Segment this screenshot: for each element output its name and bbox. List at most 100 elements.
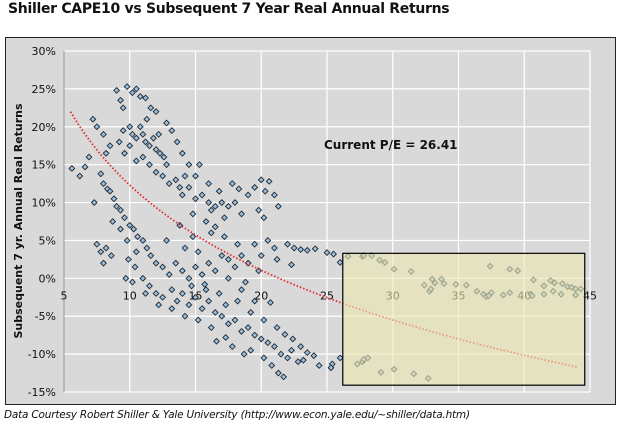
data-point (198, 271, 206, 278)
data-point (189, 210, 197, 218)
data-point (93, 123, 101, 131)
data-point (181, 172, 189, 180)
data-point (126, 142, 134, 150)
data-point (270, 244, 278, 252)
data-point (121, 214, 128, 222)
data-point (139, 274, 147, 282)
data-point (277, 350, 285, 358)
data-point (119, 104, 127, 112)
data-point (152, 290, 160, 297)
data-point (165, 180, 173, 188)
y-tick-label: 30% (32, 45, 56, 58)
data-point (102, 244, 110, 252)
data-point (181, 312, 189, 320)
data-point (142, 290, 149, 297)
data-point (152, 168, 160, 176)
data-point (139, 237, 147, 244)
data-point (207, 324, 215, 332)
data-point (231, 316, 239, 324)
data-point (76, 172, 84, 180)
data-point (123, 83, 131, 91)
data-point (228, 343, 236, 350)
data-point (106, 187, 114, 195)
data-point (132, 134, 140, 142)
data-point (231, 199, 239, 206)
data-point (284, 354, 291, 362)
data-point (336, 354, 344, 362)
data-point (218, 312, 226, 320)
data-point (264, 237, 272, 244)
data-point (211, 223, 219, 231)
data-point (251, 240, 259, 248)
y-tick-label: 10% (32, 197, 56, 210)
data-point (152, 146, 160, 153)
data-point (155, 130, 163, 138)
data-point (139, 130, 147, 138)
data-point (251, 297, 259, 305)
data-point (81, 163, 89, 171)
data-point (147, 252, 155, 260)
data-point (205, 199, 213, 206)
data-point (273, 255, 281, 263)
y-tick-label: -5% (35, 310, 56, 323)
data-point (132, 85, 140, 93)
data-point (192, 172, 199, 180)
data-point (100, 180, 107, 188)
data-point (163, 119, 171, 127)
data-point (107, 252, 115, 260)
data-point (251, 183, 259, 191)
data-point (159, 172, 167, 180)
data-point (251, 331, 259, 339)
data-point (280, 373, 288, 381)
data-point (131, 263, 139, 271)
data-point (224, 274, 232, 282)
data-point (205, 180, 213, 188)
data-point (260, 316, 268, 324)
data-point (139, 153, 147, 161)
data-point (207, 229, 215, 237)
data-point (163, 237, 171, 244)
data-point (224, 255, 232, 263)
trendline (69, 111, 578, 368)
data-point (188, 282, 195, 290)
data-point (198, 191, 206, 199)
data-point (289, 335, 297, 343)
data-point (143, 244, 151, 252)
data-point (274, 369, 282, 377)
data-point (215, 290, 223, 297)
data-point (222, 334, 230, 341)
data-point (290, 244, 298, 252)
data-point (288, 261, 295, 269)
data-point (220, 214, 228, 222)
data-point (247, 308, 255, 316)
data-point (218, 252, 226, 260)
data-point (146, 142, 153, 150)
data-point (202, 218, 210, 225)
highlight-region (342, 252, 586, 386)
data-point (264, 339, 272, 347)
data-point (119, 127, 127, 135)
data-point (303, 246, 311, 254)
data-point (185, 301, 193, 309)
data-point (261, 187, 269, 195)
data-point (247, 346, 255, 354)
data-point (172, 176, 180, 184)
data-point (149, 134, 157, 142)
data-point (89, 115, 97, 123)
data-point (146, 161, 153, 169)
data-point (178, 149, 186, 157)
data-point (270, 191, 278, 199)
data-point (234, 297, 242, 305)
data-point (270, 343, 278, 350)
data-point (117, 225, 124, 233)
data-point (257, 252, 265, 260)
data-point (238, 210, 245, 218)
data-point (257, 176, 265, 184)
data-point (132, 248, 140, 256)
data-point (136, 123, 144, 131)
data-point (134, 233, 142, 241)
data-point (115, 138, 123, 146)
data-point (117, 206, 124, 214)
y-tick-label: -10% (28, 348, 56, 361)
